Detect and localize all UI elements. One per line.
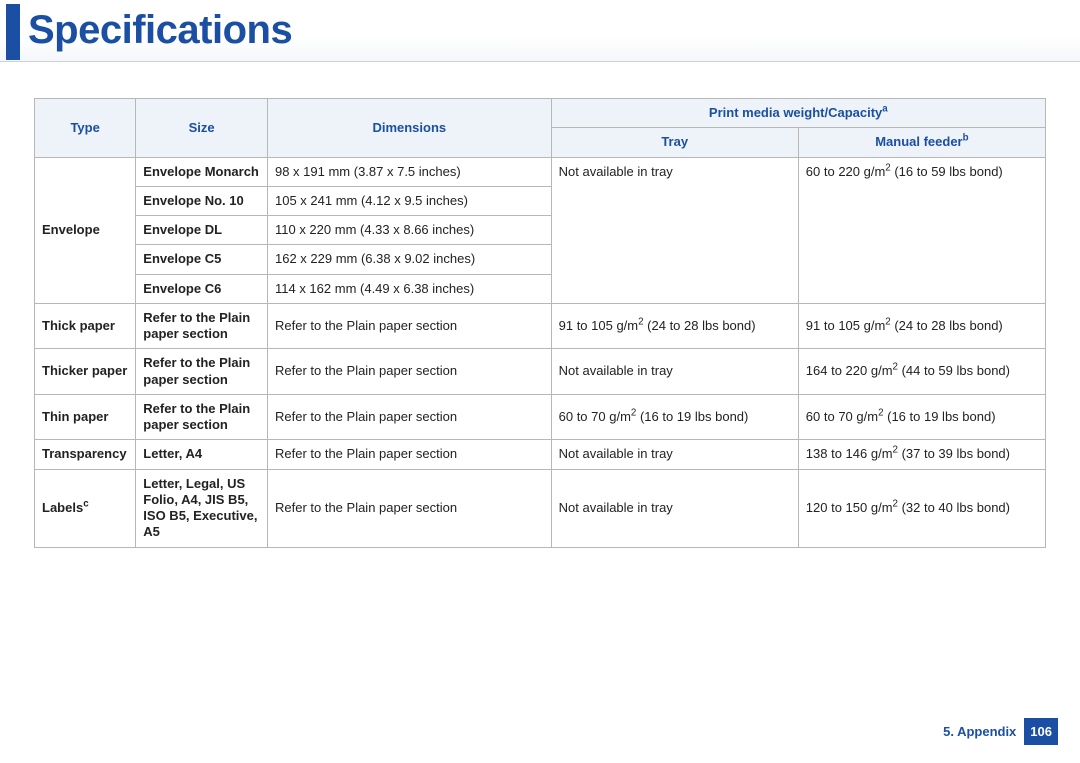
cell-dimensions: 162 x 229 mm (6.38 x 9.02 inches) xyxy=(267,245,551,274)
cell-size: Letter, A4 xyxy=(136,440,268,469)
cell-manual: 91 to 105 g/m2 (24 to 28 lbs bond) xyxy=(798,303,1045,349)
cell-tray: Not available in tray xyxy=(551,157,798,303)
header-dimensions: Dimensions xyxy=(267,99,551,158)
header-capacity: Print media weight/Capacitya xyxy=(551,99,1045,128)
table-row: Transparency Letter, A4 Refer to the Pla… xyxy=(35,440,1046,469)
cell-dimensions: Refer to the Plain paper section xyxy=(267,303,551,349)
cell-dimensions: Refer to the Plain paper section xyxy=(267,349,551,395)
page-header: Specifications xyxy=(0,0,1080,62)
table-row: Thin paper Refer to the Plain paper sect… xyxy=(35,394,1046,440)
cell-size: Letter, Legal, US Folio, A4, JIS B5, ISO… xyxy=(136,469,268,547)
table-row: Thicker paper Refer to the Plain paper s… xyxy=(35,349,1046,395)
cell-tray: 60 to 70 g/m2 (16 to 19 lbs bond) xyxy=(551,394,798,440)
table-row: Envelope Envelope Monarch 98 x 191 mm (3… xyxy=(35,157,1046,186)
table-row: Labelsc Letter, Legal, US Folio, A4, JIS… xyxy=(35,469,1046,547)
cell-type: Thicker paper xyxy=(35,349,136,395)
cell-type: Thin paper xyxy=(35,394,136,440)
cell-size: Envelope C6 xyxy=(136,274,268,303)
cell-tray: Not available in tray xyxy=(551,469,798,547)
spec-table-container: Type Size Dimensions Print media weight/… xyxy=(0,62,1080,548)
cell-dimensions: 105 x 241 mm (4.12 x 9.5 inches) xyxy=(267,186,551,215)
cell-manual: 120 to 150 g/m2 (32 to 40 lbs bond) xyxy=(798,469,1045,547)
page-number: 106 xyxy=(1024,718,1058,745)
chapter-label: 5. Appendix xyxy=(943,724,1016,739)
cell-dimensions: 114 x 162 mm (4.49 x 6.38 inches) xyxy=(267,274,551,303)
cell-dimensions: Refer to the Plain paper section xyxy=(267,440,551,469)
cell-dimensions: 98 x 191 mm (3.87 x 7.5 inches) xyxy=(267,157,551,186)
cell-type: Thick paper xyxy=(35,303,136,349)
cell-manual: 164 to 220 g/m2 (44 to 59 lbs bond) xyxy=(798,349,1045,395)
cell-dimensions: Refer to the Plain paper section xyxy=(267,469,551,547)
cell-manual: 138 to 146 g/m2 (37 to 39 lbs bond) xyxy=(798,440,1045,469)
cell-tray: 91 to 105 g/m2 (24 to 28 lbs bond) xyxy=(551,303,798,349)
cell-size: Refer to the Plain paper section xyxy=(136,394,268,440)
cell-type: Transparency xyxy=(35,440,136,469)
cell-size: Envelope C5 xyxy=(136,245,268,274)
cell-size: Envelope DL xyxy=(136,216,268,245)
cell-tray: Not available in tray xyxy=(551,440,798,469)
cell-type-labels: Labelsc xyxy=(35,469,136,547)
spec-table: Type Size Dimensions Print media weight/… xyxy=(34,98,1046,548)
cell-manual: 60 to 70 g/m2 (16 to 19 lbs bond) xyxy=(798,394,1045,440)
table-row: Thick paper Refer to the Plain paper sec… xyxy=(35,303,1046,349)
cell-manual: 60 to 220 g/m2 (16 to 59 lbs bond) xyxy=(798,157,1045,303)
cell-size: Refer to the Plain paper section xyxy=(136,349,268,395)
cell-size: Refer to the Plain paper section xyxy=(136,303,268,349)
header-size: Size xyxy=(136,99,268,158)
header-type: Type xyxy=(35,99,136,158)
cell-dimensions: 110 x 220 mm (4.33 x 8.66 inches) xyxy=(267,216,551,245)
header-manual-feeder: Manual feederb xyxy=(798,128,1045,157)
header-tray: Tray xyxy=(551,128,798,157)
page-title: Specifications xyxy=(28,8,292,53)
page-footer: 5. Appendix 106 xyxy=(943,718,1058,745)
cell-tray: Not available in tray xyxy=(551,349,798,395)
cell-size: Envelope No. 10 xyxy=(136,186,268,215)
cell-size: Envelope Monarch xyxy=(136,157,268,186)
header-accent-bar xyxy=(6,4,20,60)
cell-type-envelope: Envelope xyxy=(35,157,136,303)
cell-dimensions: Refer to the Plain paper section xyxy=(267,394,551,440)
